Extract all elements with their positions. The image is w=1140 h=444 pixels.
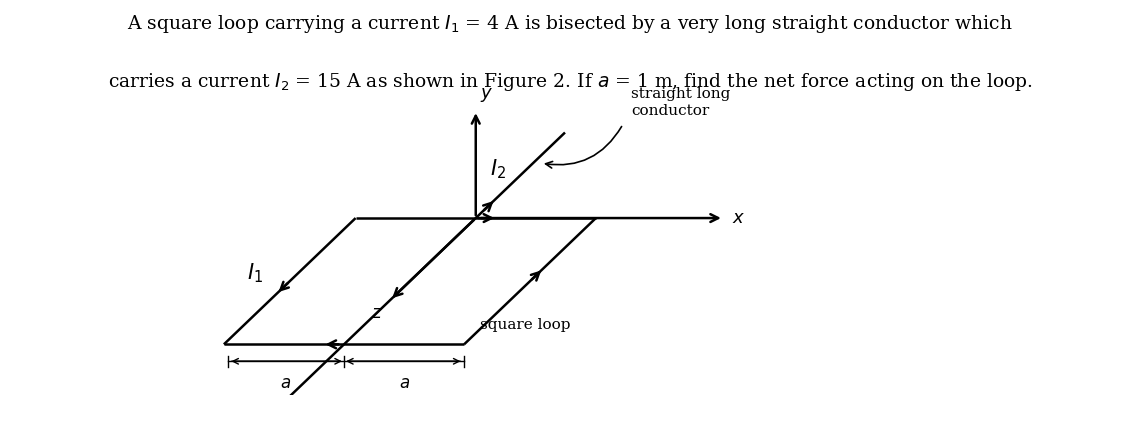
FancyArrowPatch shape [546, 127, 621, 168]
Text: $I_1$: $I_1$ [246, 262, 262, 285]
Text: $a$: $a$ [399, 375, 409, 392]
Text: straight long
conductor: straight long conductor [630, 87, 730, 118]
Text: $z$: $z$ [370, 304, 382, 322]
Text: $y$: $y$ [480, 86, 492, 104]
Text: $I_2$: $I_2$ [490, 157, 506, 181]
Text: A square loop carrying a current $I_1$ = 4 A is bisected by a very long straight: A square loop carrying a current $I_1$ =… [127, 13, 1013, 36]
Text: carries a current $I_2$ = 15 A as shown in Figure 2. If $a$ = 1 m, find the net : carries a current $I_2$ = 15 A as shown … [107, 71, 1033, 93]
Text: $a$: $a$ [280, 375, 292, 392]
Text: $x$: $x$ [732, 209, 744, 227]
Text: square loop: square loop [480, 318, 570, 332]
